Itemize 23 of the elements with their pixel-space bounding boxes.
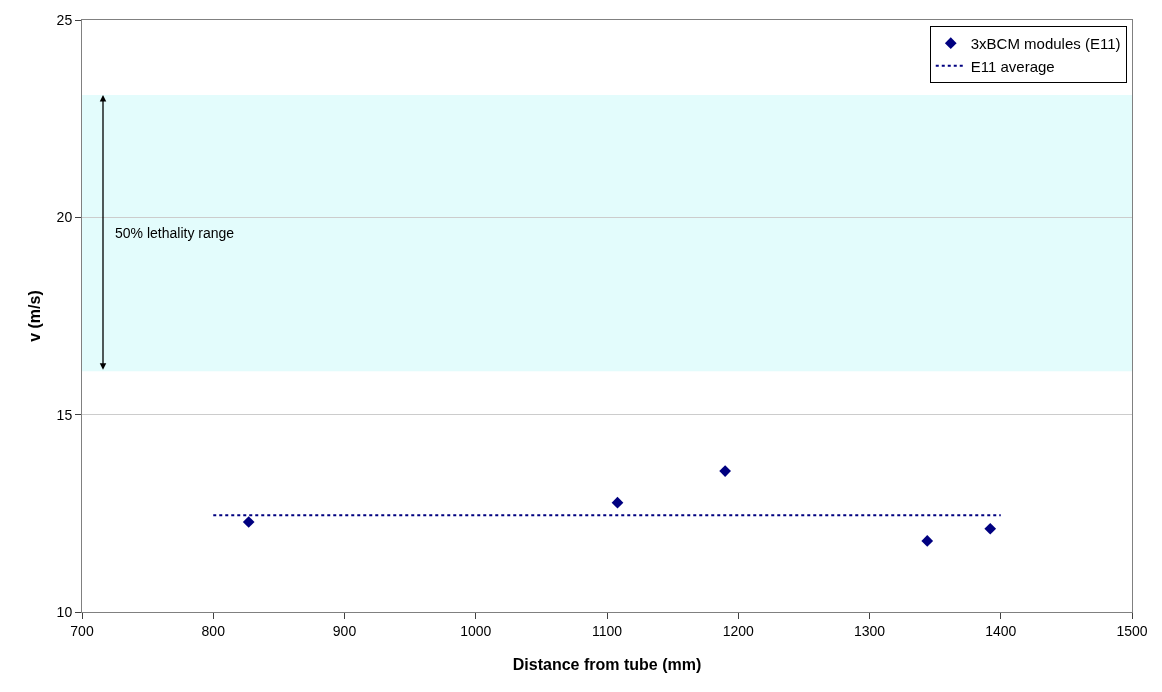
point <box>611 496 624 509</box>
y-tick-label: 25 <box>56 11 73 28</box>
y-axis-title: v (m/s) <box>26 290 43 342</box>
x-tick-label: 700 <box>70 622 94 639</box>
y-tick-label: 15 <box>56 406 73 423</box>
x-tick-label: 1200 <box>722 622 755 639</box>
y-tick-label: 10 <box>56 603 73 620</box>
band-label: 50% lethality range <box>115 225 235 241</box>
point <box>242 516 255 528</box>
x-tick-label: 1300 <box>853 622 886 639</box>
point <box>719 465 731 477</box>
x-tick-label: 1400 <box>985 622 1017 639</box>
legend-label: E11 average <box>970 57 1055 75</box>
x-tick-label: 900 <box>332 622 357 639</box>
x-tick-label: 1000 <box>460 622 492 639</box>
x-axis-title: Distance from tube (mm) <box>512 656 702 673</box>
y-tick-label: 20 <box>56 209 73 226</box>
x-tick-label: 800 <box>201 622 226 639</box>
x-tick-label: 1100 <box>591 622 623 639</box>
point <box>984 522 997 535</box>
x-tick-label: 1500 <box>1116 622 1148 639</box>
legend-label: 3xBCM modules (E11) <box>970 35 1121 53</box>
point <box>921 535 934 547</box>
